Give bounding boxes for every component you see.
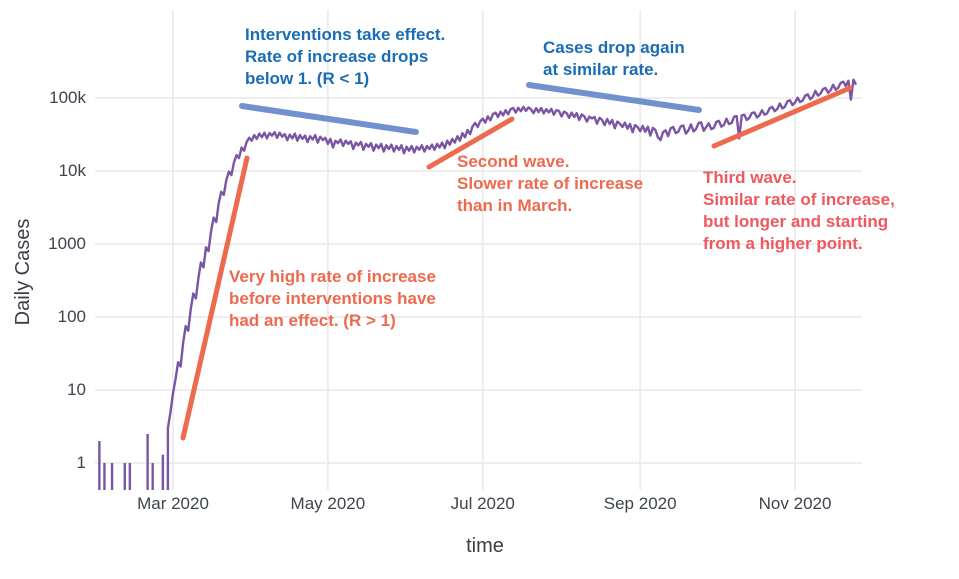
annotation-line: Interventions take effect. xyxy=(245,25,446,44)
annotation-line: Third wave. xyxy=(703,168,797,187)
annotation-first-wave-note: Very high rate of increase before interve… xyxy=(229,266,436,332)
annotation-line: Rate of increase drops xyxy=(245,47,429,66)
y-tick-label: 1 xyxy=(76,453,86,472)
y-axis-title: Daily Cases xyxy=(12,218,34,326)
trend-segment-third-wave-rise xyxy=(711,85,853,149)
annotation-line: at similar rate. xyxy=(543,60,659,79)
trend-segment-second-wave-rise xyxy=(426,116,515,170)
x-tick-label: Jul 2020 xyxy=(450,494,515,513)
daily-cases-line xyxy=(166,78,858,490)
annotation-interventions-note: Interventions take effect. Rate of increa… xyxy=(245,24,445,90)
annotation-line: but longer and starting xyxy=(703,212,889,231)
x-tick-label: May 2020 xyxy=(290,494,366,513)
annotation-line: Second wave. xyxy=(457,152,570,171)
x-tick-label: Mar 2020 xyxy=(137,494,209,513)
x-tick-label: Sep 2020 xyxy=(603,494,677,513)
x-tick-label: Nov 2020 xyxy=(758,494,832,513)
y-tick-label: 100 xyxy=(57,307,86,326)
annotation-line: below 1. (R < 1) xyxy=(245,69,370,88)
annotation-line: had an effect. (R > 1) xyxy=(229,311,396,330)
annotation-second-wave-note: Second wave. Slower rate of increase than … xyxy=(457,151,643,217)
y-tick-label: 100k xyxy=(49,88,86,107)
annotation-line: than in March. xyxy=(457,196,573,215)
x-axis-title: time xyxy=(466,535,504,557)
y-tick-label: 10k xyxy=(58,161,86,180)
trend-segment-first-wave-rise xyxy=(180,155,250,441)
annotation-third-wave-note: Third wave. Similar rate of increase, but … xyxy=(703,167,895,255)
annotation-line: Very high rate of increase xyxy=(229,267,436,286)
y-tick-label: 1000 xyxy=(48,234,86,253)
trend-segment-second-decline xyxy=(526,82,702,113)
annotation-line: Similar rate of increase, xyxy=(703,190,895,209)
annotation-line: from a higher point. xyxy=(703,234,863,253)
annotation-cases-drop-note: Cases drop again at similar rate. xyxy=(543,37,685,81)
y-tick-label: 10 xyxy=(67,380,86,399)
annotation-line: before interventions have xyxy=(229,289,436,308)
trend-segment-first-decline xyxy=(239,103,419,135)
annotation-line: Cases drop again xyxy=(543,38,685,57)
annotation-line: Slower rate of increase xyxy=(457,174,644,193)
